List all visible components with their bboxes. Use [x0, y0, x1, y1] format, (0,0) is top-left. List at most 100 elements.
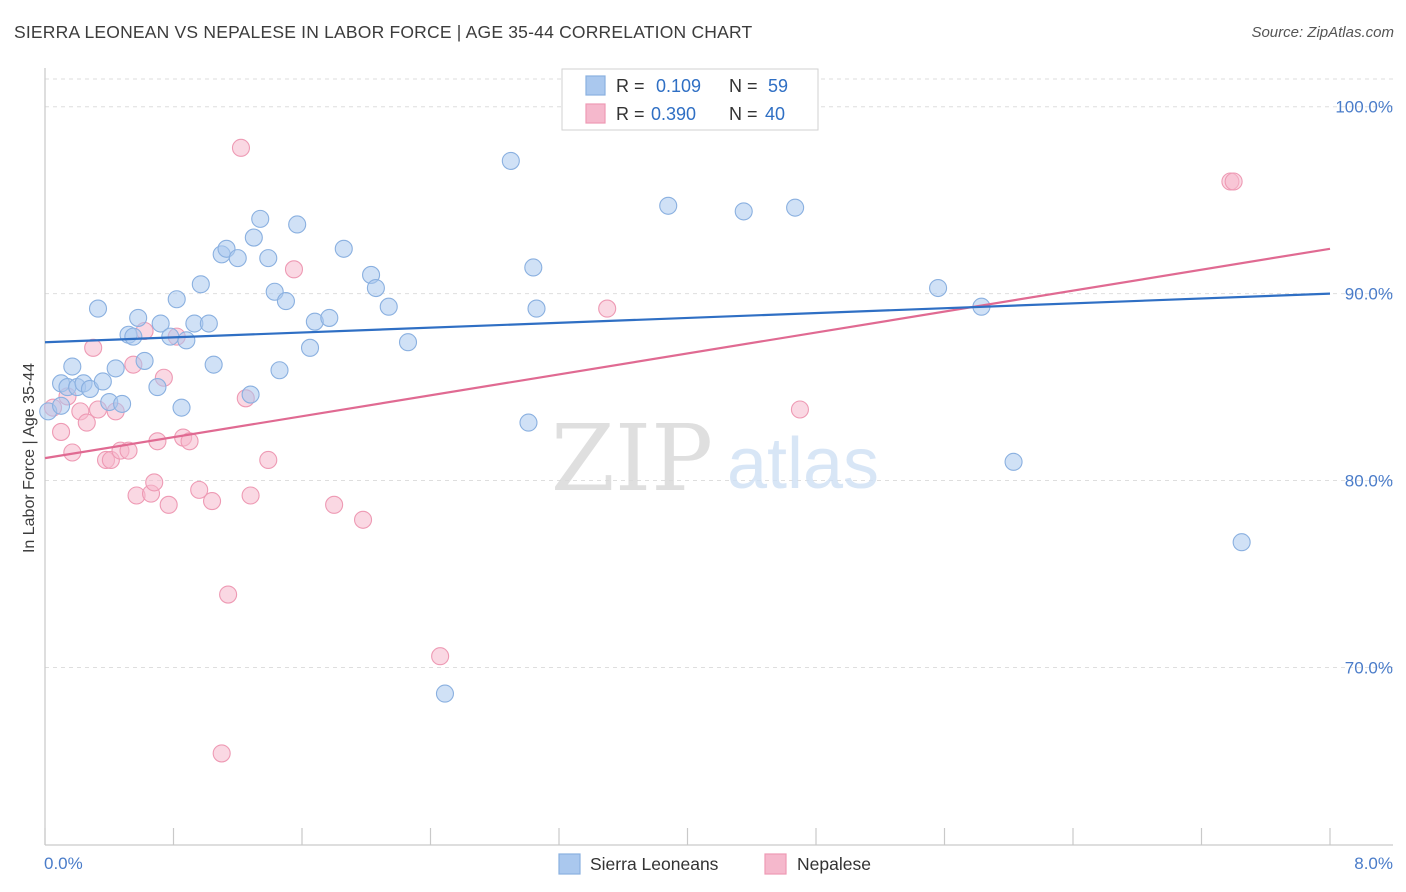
- sierra-leonean-point: [1004, 452, 1023, 471]
- sierra-leonean-point: [135, 351, 154, 370]
- stats-legend-swatch-blue: [585, 75, 606, 96]
- nepalese-point: [52, 422, 71, 441]
- nepalese-point: [190, 480, 209, 499]
- svg-text:N = 40: N = 40: [729, 104, 785, 124]
- nepalese-point: [145, 473, 164, 492]
- nepalese-point: [84, 338, 103, 357]
- sierra-leonean-point: [106, 359, 125, 378]
- sierra-leonean-point: [379, 297, 398, 316]
- legend-swatch-nepalese: [764, 853, 787, 875]
- sierra-leonean-point: [251, 209, 270, 228]
- stats-legend-n-label-blue: N =: [729, 76, 763, 96]
- sierra-leonean-point: [527, 299, 546, 318]
- stats-legend-r-value-blue: 0.109: [656, 76, 701, 96]
- nepalese-point: [180, 432, 199, 451]
- nepalese-point: [159, 495, 178, 514]
- sierra-leonean-point: [167, 290, 186, 309]
- sierra-leonean-point: [1232, 533, 1251, 552]
- nepalese-point: [1224, 172, 1243, 191]
- sierra-leonean-point: [199, 314, 218, 333]
- legend-label-nepalese: Nepalese: [797, 854, 871, 874]
- sierra-leonean-point: [204, 355, 223, 374]
- sierra-leonean-point: [93, 372, 112, 391]
- nepalese-point: [325, 495, 344, 514]
- y-tick-label: 70.0%: [1345, 658, 1393, 677]
- sierra-leonean-point: [288, 215, 307, 234]
- sierra-leonean-trend-line: [44, 292, 1331, 344]
- chart-title: SIERRA LEONEAN VS NEPALESE IN LABOR FORC…: [14, 22, 753, 42]
- sierra-leonean-point: [501, 151, 520, 170]
- nepalese-point: [212, 744, 231, 763]
- sierra-leonean-point: [519, 413, 538, 432]
- y-axis-label: In Labor Force | Age 35-44: [21, 363, 38, 553]
- stats-legend-n-label-pink: N =: [729, 104, 763, 124]
- sierra-leonean-point: [659, 196, 678, 215]
- svg-text:N = 59: N = 59: [729, 76, 788, 96]
- stats-legend-n-value-blue: 59: [768, 76, 788, 96]
- sierra-leonean-point: [334, 239, 353, 258]
- sierra-leonean-point: [320, 308, 339, 327]
- nepalese-point: [231, 138, 251, 157]
- stats-legend-r-label-pink: R =: [616, 104, 650, 124]
- sierra-leonean-point: [300, 338, 320, 357]
- sierra-leonean-point: [435, 684, 455, 703]
- sierra-leonean-point: [270, 361, 289, 380]
- sierra-leonean-point: [63, 357, 82, 376]
- series-legend: Sierra Leoneans Nepalese: [558, 853, 871, 875]
- stats-legend: R = 0.109 N = 59 R = 0.390 N = 40: [561, 68, 819, 131]
- legend-swatch-sierra-leoneans: [558, 853, 581, 875]
- sierra-leonean-point: [148, 378, 167, 397]
- sierra-leonean-point: [172, 398, 191, 417]
- y-tick-labels: 70.0% 80.0% 90.0% 100.0%: [1335, 98, 1393, 678]
- y-tick-label: 100.0%: [1335, 98, 1393, 117]
- sierra-leonean-point: [276, 292, 295, 311]
- svg-text:R = 0.390: R = 0.390: [616, 104, 696, 124]
- x-tick-label-max: 8.0%: [1354, 854, 1393, 873]
- legend-label-sierra-leoneans: Sierra Leoneans: [590, 854, 719, 874]
- stats-legend-swatch-pink: [585, 103, 606, 124]
- watermark-zip: ZIP: [551, 405, 713, 512]
- trend-lines: [44, 247, 1331, 460]
- sierra-leonean-point: [88, 299, 108, 318]
- nepalese-point: [431, 647, 450, 666]
- nepalese-point: [119, 441, 138, 460]
- nepalese-point: [203, 492, 222, 511]
- sierra-leonean-point: [129, 308, 148, 327]
- gridlines: [45, 78, 1393, 668]
- sierra-leonean-point: [259, 249, 278, 268]
- nepalese-point: [241, 486, 260, 505]
- y-tick-label: 80.0%: [1345, 472, 1393, 491]
- nepalese-point: [598, 299, 617, 318]
- sierra-leonean-point: [524, 258, 543, 277]
- nepalese-point: [284, 260, 304, 279]
- sierra-leonean-points: [39, 97, 1251, 703]
- nepalese-point: [77, 413, 96, 432]
- x-ticks: [44, 828, 1331, 845]
- sierra-leonean-point: [228, 249, 247, 268]
- nepalese-point: [219, 585, 238, 604]
- stats-legend-r-value-pink: 0.390: [651, 104, 696, 124]
- sierra-leonean-point: [124, 327, 143, 346]
- sierra-leonean-point: [244, 228, 263, 247]
- sierra-leonean-point: [52, 396, 71, 415]
- x-tick-label-min: 0.0%: [44, 854, 83, 873]
- nepalese-point: [259, 450, 278, 470]
- sierra-leonean-point: [398, 333, 418, 352]
- nepalese-trend-line: [44, 247, 1331, 460]
- watermark-atlas: atlas: [727, 424, 879, 504]
- y-tick-label: 90.0%: [1345, 285, 1393, 304]
- stats-legend-n-value-pink: 40: [765, 104, 785, 124]
- sierra-leonean-point: [786, 198, 805, 217]
- chart-source: Source: ZipAtlas.com: [1251, 24, 1394, 41]
- sierra-leonean-point: [366, 278, 385, 298]
- sierra-leonean-point: [241, 385, 260, 404]
- nepalese-point: [790, 400, 809, 419]
- axes: [44, 68, 1393, 846]
- sierra-leonean-point: [191, 275, 210, 294]
- sierra-leonean-point: [734, 202, 753, 221]
- stats-legend-r-label-blue: R =: [616, 76, 650, 96]
- svg-text:R = 0.109: R = 0.109: [616, 76, 701, 96]
- sierra-leonean-point: [113, 394, 132, 413]
- sierra-leonean-point: [929, 278, 948, 298]
